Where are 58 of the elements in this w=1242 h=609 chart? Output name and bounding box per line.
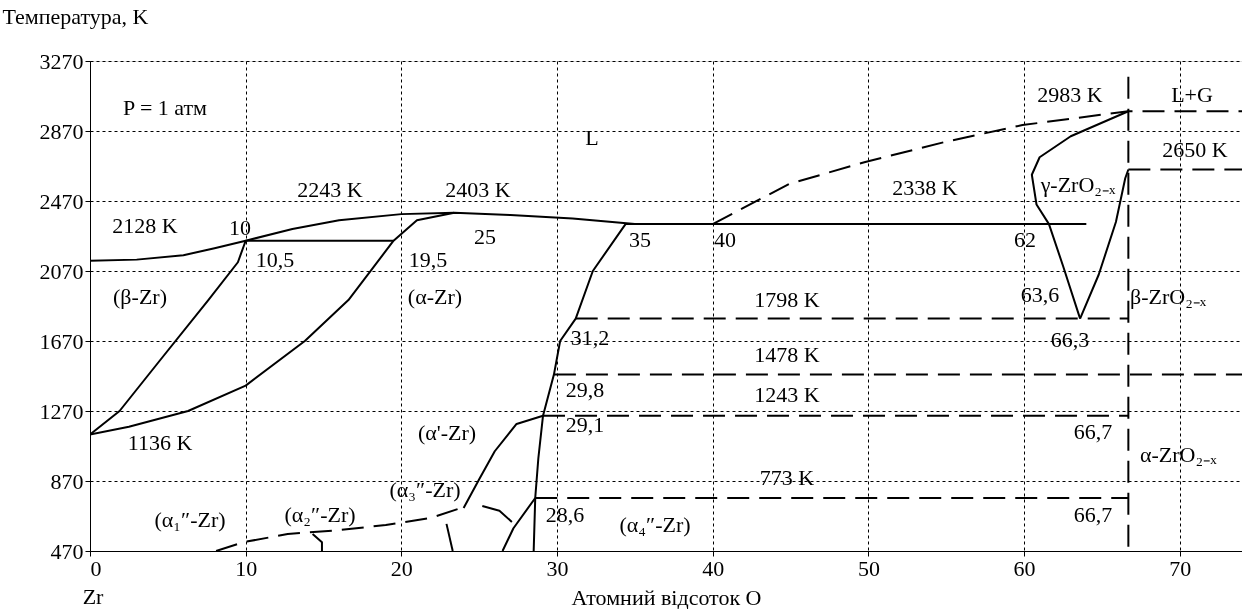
annotation: (α'-Zr) [417, 420, 477, 445]
annotation: 10,5 [255, 247, 295, 272]
x-tick-label: 20 [390, 555, 413, 581]
annotation: 28,6 [545, 502, 585, 527]
annotation: (α₁″-Zr) [154, 507, 226, 532]
annotation: 31,2 [570, 325, 610, 350]
annotation: 62 [1014, 227, 1036, 252]
annotation: γ-ZrO₂₋ₓ [1039, 172, 1116, 197]
annotation: 2983 K [1037, 82, 1103, 107]
y-tick-label: 1270 [39, 398, 84, 424]
y-tick-label: 870 [50, 468, 84, 494]
y-tick-label: 3270 [39, 48, 84, 74]
annotation: 29,8 [565, 377, 605, 402]
x-tick-label: 10 [235, 555, 258, 581]
annotation: 2128 K [112, 213, 178, 238]
annotation: 1478 K [754, 342, 820, 367]
annotation: 773 K [759, 465, 815, 490]
annotation: L [585, 125, 599, 150]
annotation: 2243 K [297, 177, 363, 202]
x-tick-label: 0 [90, 555, 102, 581]
annotation: 2403 K [445, 177, 511, 202]
annotation: 63,6 [1020, 282, 1060, 307]
y-tick-label: 2870 [39, 118, 84, 144]
y-tick-label: 1670 [39, 328, 84, 354]
x-tick-label: 60 [1013, 555, 1036, 581]
annotation: (β-Zr) [113, 284, 167, 309]
annotation: 10 [229, 215, 251, 240]
annotation: 1243 K [754, 382, 820, 407]
y-axis-title: Температура, K [2, 3, 149, 29]
annotation: 29,1 [565, 412, 605, 437]
x-tick-label: 50 [857, 555, 880, 581]
y-tick-label: 2470 [39, 188, 84, 214]
x-tick-label: 40 [702, 555, 725, 581]
annotation: (α₄″-Zr) [619, 512, 691, 537]
annotation: (α₃″-Zr) [389, 477, 461, 502]
annotation: 2650 K [1162, 137, 1228, 162]
annotation: β-ZrO₂₋ₓ [1130, 284, 1207, 309]
text: Zr [82, 584, 105, 609]
x-tick-label: 30 [546, 555, 569, 581]
annotation: 1798 K [754, 287, 820, 312]
annotation: 66,7 [1073, 419, 1113, 444]
x-tick-label: 70 [1169, 555, 1192, 581]
annotation: 35 [629, 227, 651, 252]
annotation: 25 [474, 224, 496, 249]
annotation: 19,5 [408, 247, 448, 272]
annotation: 40 [714, 227, 736, 252]
annotation: α-ZrO₂₋ₓ [1140, 442, 1218, 467]
annotation: (α₂″-Zr) [284, 502, 356, 527]
y-tick-label: 470 [50, 538, 84, 564]
annotation: 66,3 [1050, 327, 1090, 352]
annotation: (α-Zr) [407, 284, 463, 309]
annotation: P = 1 атм [122, 95, 208, 120]
annotation: 66,7 [1073, 502, 1113, 527]
annotation: 1136 K [127, 430, 193, 455]
y-tick-label: 2070 [39, 258, 84, 284]
annotation: 2338 K [892, 175, 958, 200]
x-axis-title: Атомний відсоток O [571, 584, 762, 609]
annotation: L+G [1171, 82, 1213, 107]
